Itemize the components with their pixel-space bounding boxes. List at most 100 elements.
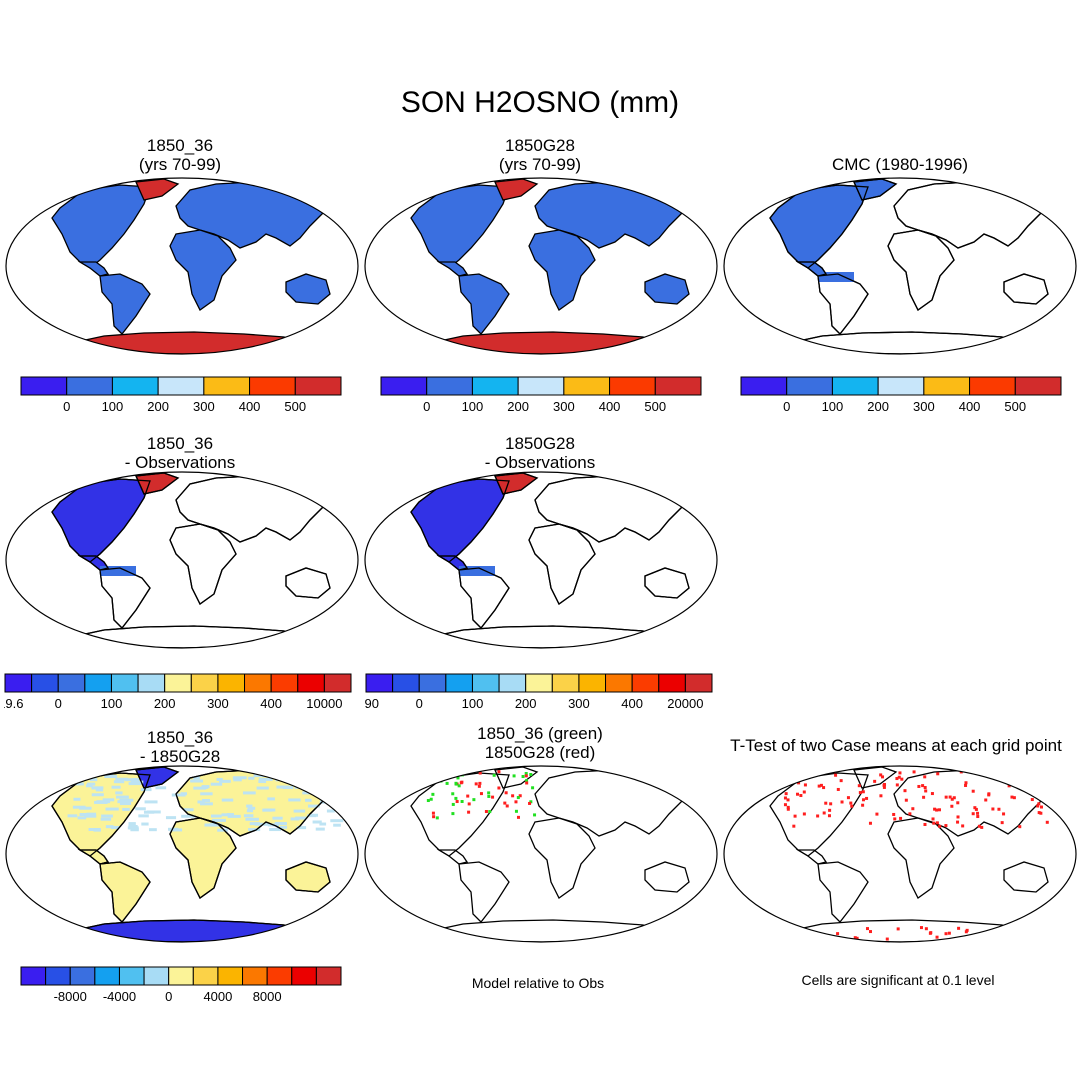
colorbar-label: 100 xyxy=(462,399,484,414)
grid-dot xyxy=(524,774,528,778)
grid-dot xyxy=(836,787,840,791)
lightblue-patch xyxy=(246,809,254,813)
lightblue-patch xyxy=(221,798,234,802)
grid-dot xyxy=(991,807,995,811)
land-af xyxy=(528,817,596,899)
lightblue-patch xyxy=(233,778,242,782)
land-sa xyxy=(817,861,869,923)
grid-dot xyxy=(435,816,439,820)
grid-dot xyxy=(904,798,908,802)
grid-dot xyxy=(525,781,529,785)
grid-dot xyxy=(797,781,801,785)
panel-title-line2: - Observations xyxy=(484,453,596,472)
land-af xyxy=(528,229,596,311)
grid-dot xyxy=(1016,772,1020,776)
lightblue-patch xyxy=(77,816,87,820)
coast-na xyxy=(51,772,151,857)
grid-dot xyxy=(964,781,968,785)
grid-dot xyxy=(817,784,821,788)
lightblue-patch xyxy=(267,797,275,801)
grid-dot xyxy=(893,817,897,821)
grid-dot xyxy=(948,795,952,799)
grid-dot xyxy=(528,801,532,805)
lightblue-patch xyxy=(155,786,167,790)
coast-af xyxy=(528,523,596,605)
grid-dot xyxy=(799,794,803,798)
coast-gr xyxy=(135,472,180,495)
grid-dot xyxy=(899,816,903,820)
colorbar-label: 300 xyxy=(568,696,590,711)
lightblue-patch xyxy=(314,777,325,781)
grid-dot xyxy=(937,808,941,812)
coast-eu xyxy=(534,475,694,543)
lightblue-patch xyxy=(93,828,101,832)
grid-dot xyxy=(898,771,902,775)
lightblue-patch xyxy=(194,779,202,783)
grid-dot xyxy=(514,800,518,804)
grid-dot xyxy=(512,774,516,778)
coast-na xyxy=(51,478,151,563)
map-green-red-dots xyxy=(364,765,718,943)
colorbar-box xyxy=(143,966,170,986)
grid-dot xyxy=(795,778,799,782)
colorbar-cmc: 0 100 200 300 400 500 xyxy=(740,376,1062,414)
land-eu xyxy=(534,769,694,837)
lightblue-patch xyxy=(165,816,177,820)
colorbar-label: 0 xyxy=(416,696,423,711)
colorbar-box xyxy=(1014,376,1062,396)
lightblue-patch xyxy=(315,827,325,831)
colorbar-box xyxy=(157,376,205,396)
panel-title-line2: (yrs 70-99) xyxy=(138,155,222,174)
lightblue-patch xyxy=(116,795,129,799)
coast-gr xyxy=(135,766,180,789)
colorbar-box xyxy=(118,966,145,986)
colorbar-box xyxy=(168,966,194,986)
coast-af xyxy=(169,523,237,605)
grid-dot xyxy=(897,775,901,779)
lightblue-patch xyxy=(269,828,282,832)
grid-dot xyxy=(819,783,823,787)
grid-dot xyxy=(973,806,977,810)
grid-dot xyxy=(850,804,854,808)
grid-dot xyxy=(459,781,463,785)
map-border xyxy=(5,471,359,649)
coast-eu xyxy=(893,181,1053,249)
grid-dot xyxy=(479,792,483,796)
grid-dot xyxy=(839,779,843,783)
grid-dot xyxy=(1007,775,1011,779)
land-af xyxy=(887,229,955,311)
lightblue-patch xyxy=(148,828,157,832)
lightblue-patch xyxy=(212,818,226,822)
colorbar-label: -4000 xyxy=(103,989,136,1004)
grid-dot xyxy=(922,795,926,799)
colorbar-label: -8000 xyxy=(54,989,87,1004)
colorbar-box xyxy=(203,376,251,396)
grid-dot xyxy=(454,796,458,800)
colorbar-label: 400 xyxy=(621,696,643,711)
lightblue-patch xyxy=(200,802,213,806)
grid-dot xyxy=(895,777,899,781)
colorbar-1850-36-minus-1850g28: -8000 -4000 0 4000 8000 xyxy=(20,966,342,1004)
colorbar-label: 500 xyxy=(644,399,666,414)
grid-dot xyxy=(525,779,529,783)
lightblue-patch xyxy=(119,802,132,806)
grid-dot xyxy=(793,814,797,818)
grid-dot xyxy=(935,808,939,812)
grid-dot xyxy=(976,811,980,815)
colorbar-box xyxy=(831,376,879,396)
grid-dot xyxy=(1004,936,1008,940)
grid-dot xyxy=(1024,775,1028,779)
colorbar-box xyxy=(380,376,428,396)
grid-dot xyxy=(829,802,833,806)
colorbar-box xyxy=(217,673,246,693)
lightblue-patch xyxy=(144,800,158,804)
grid-dot xyxy=(531,786,535,790)
land-eu xyxy=(175,475,335,543)
grid-dot xyxy=(875,812,879,816)
map-ttest xyxy=(723,765,1077,943)
grid-dot xyxy=(827,814,831,818)
lightblue-patch xyxy=(330,819,344,823)
grid-dot xyxy=(792,824,796,828)
colorbar-label: 400 xyxy=(260,696,282,711)
map-border xyxy=(723,765,1077,943)
